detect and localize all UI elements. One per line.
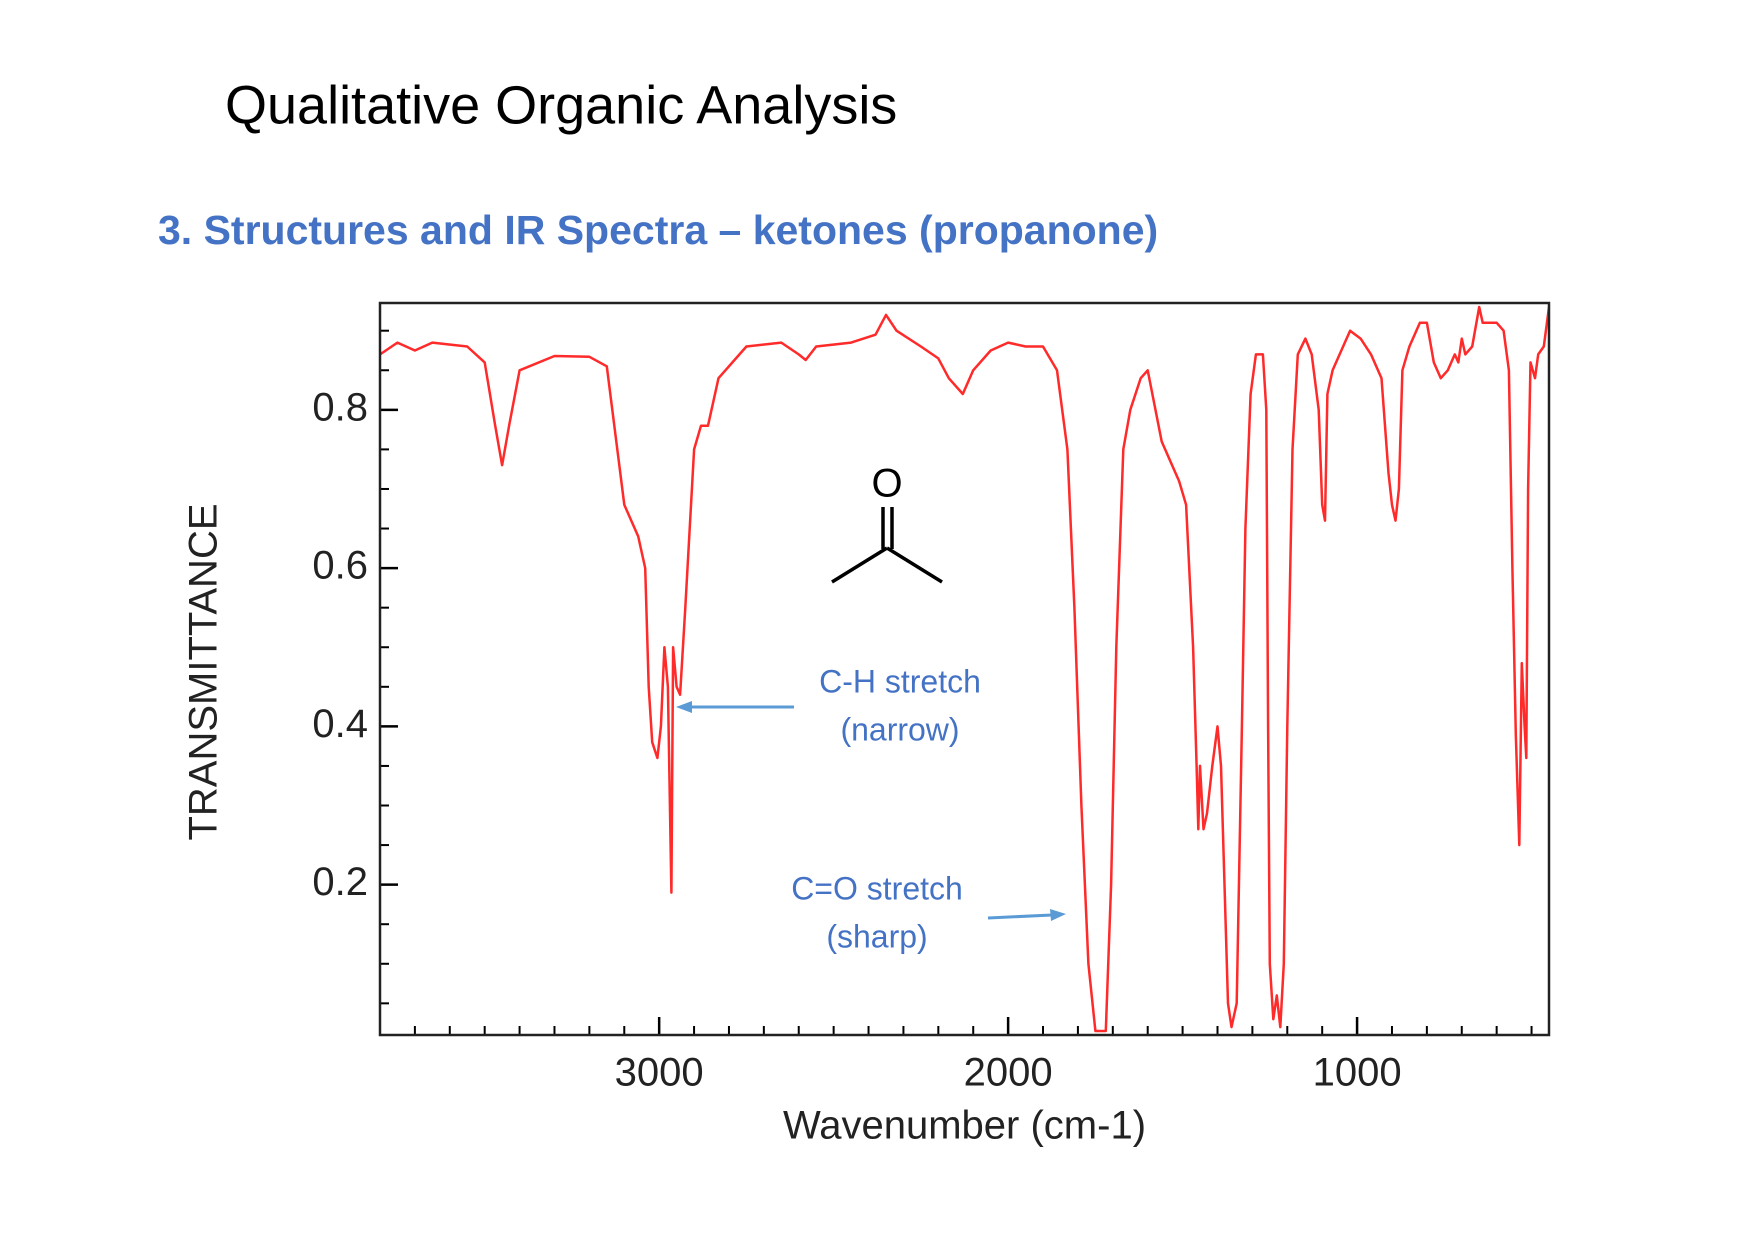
spectrum-line (380, 305, 1549, 1033)
arrow-head (1050, 909, 1066, 921)
x-tick-label: 1000 (1313, 1051, 1402, 1095)
annotation: (sharp) (826, 918, 927, 954)
molecule (831, 507, 943, 584)
y-tick-label: 0.6 (312, 544, 368, 588)
annotation: C=O stretch (791, 870, 963, 906)
x-tick-label: 3000 (615, 1051, 704, 1095)
y-tick-label: 0.4 (312, 702, 368, 746)
annotation: (narrow) (840, 711, 959, 747)
arrow-line (987, 913, 1053, 920)
slide-subtitle: 3. Structures and IR Spectra – ketones (… (158, 207, 1158, 253)
arrows (676, 701, 1066, 921)
y-tick-label: 0.2 (312, 860, 368, 904)
atom-label: O (871, 462, 902, 506)
bond (886, 546, 943, 584)
x-tick-label: 2000 (964, 1051, 1053, 1095)
arrow-head (676, 701, 692, 713)
y-axis-label: TRANSMITTANCE (182, 503, 226, 840)
annotation: C-H stretch (819, 663, 981, 699)
x-axis-label: Wavenumber (cm-1) (783, 1104, 1146, 1148)
plot-frame (378, 301, 1551, 1037)
y-tick-label: 0.8 (312, 385, 368, 429)
slide-title: Qualitative Organic Analysis (225, 75, 897, 135)
bond (831, 546, 888, 584)
